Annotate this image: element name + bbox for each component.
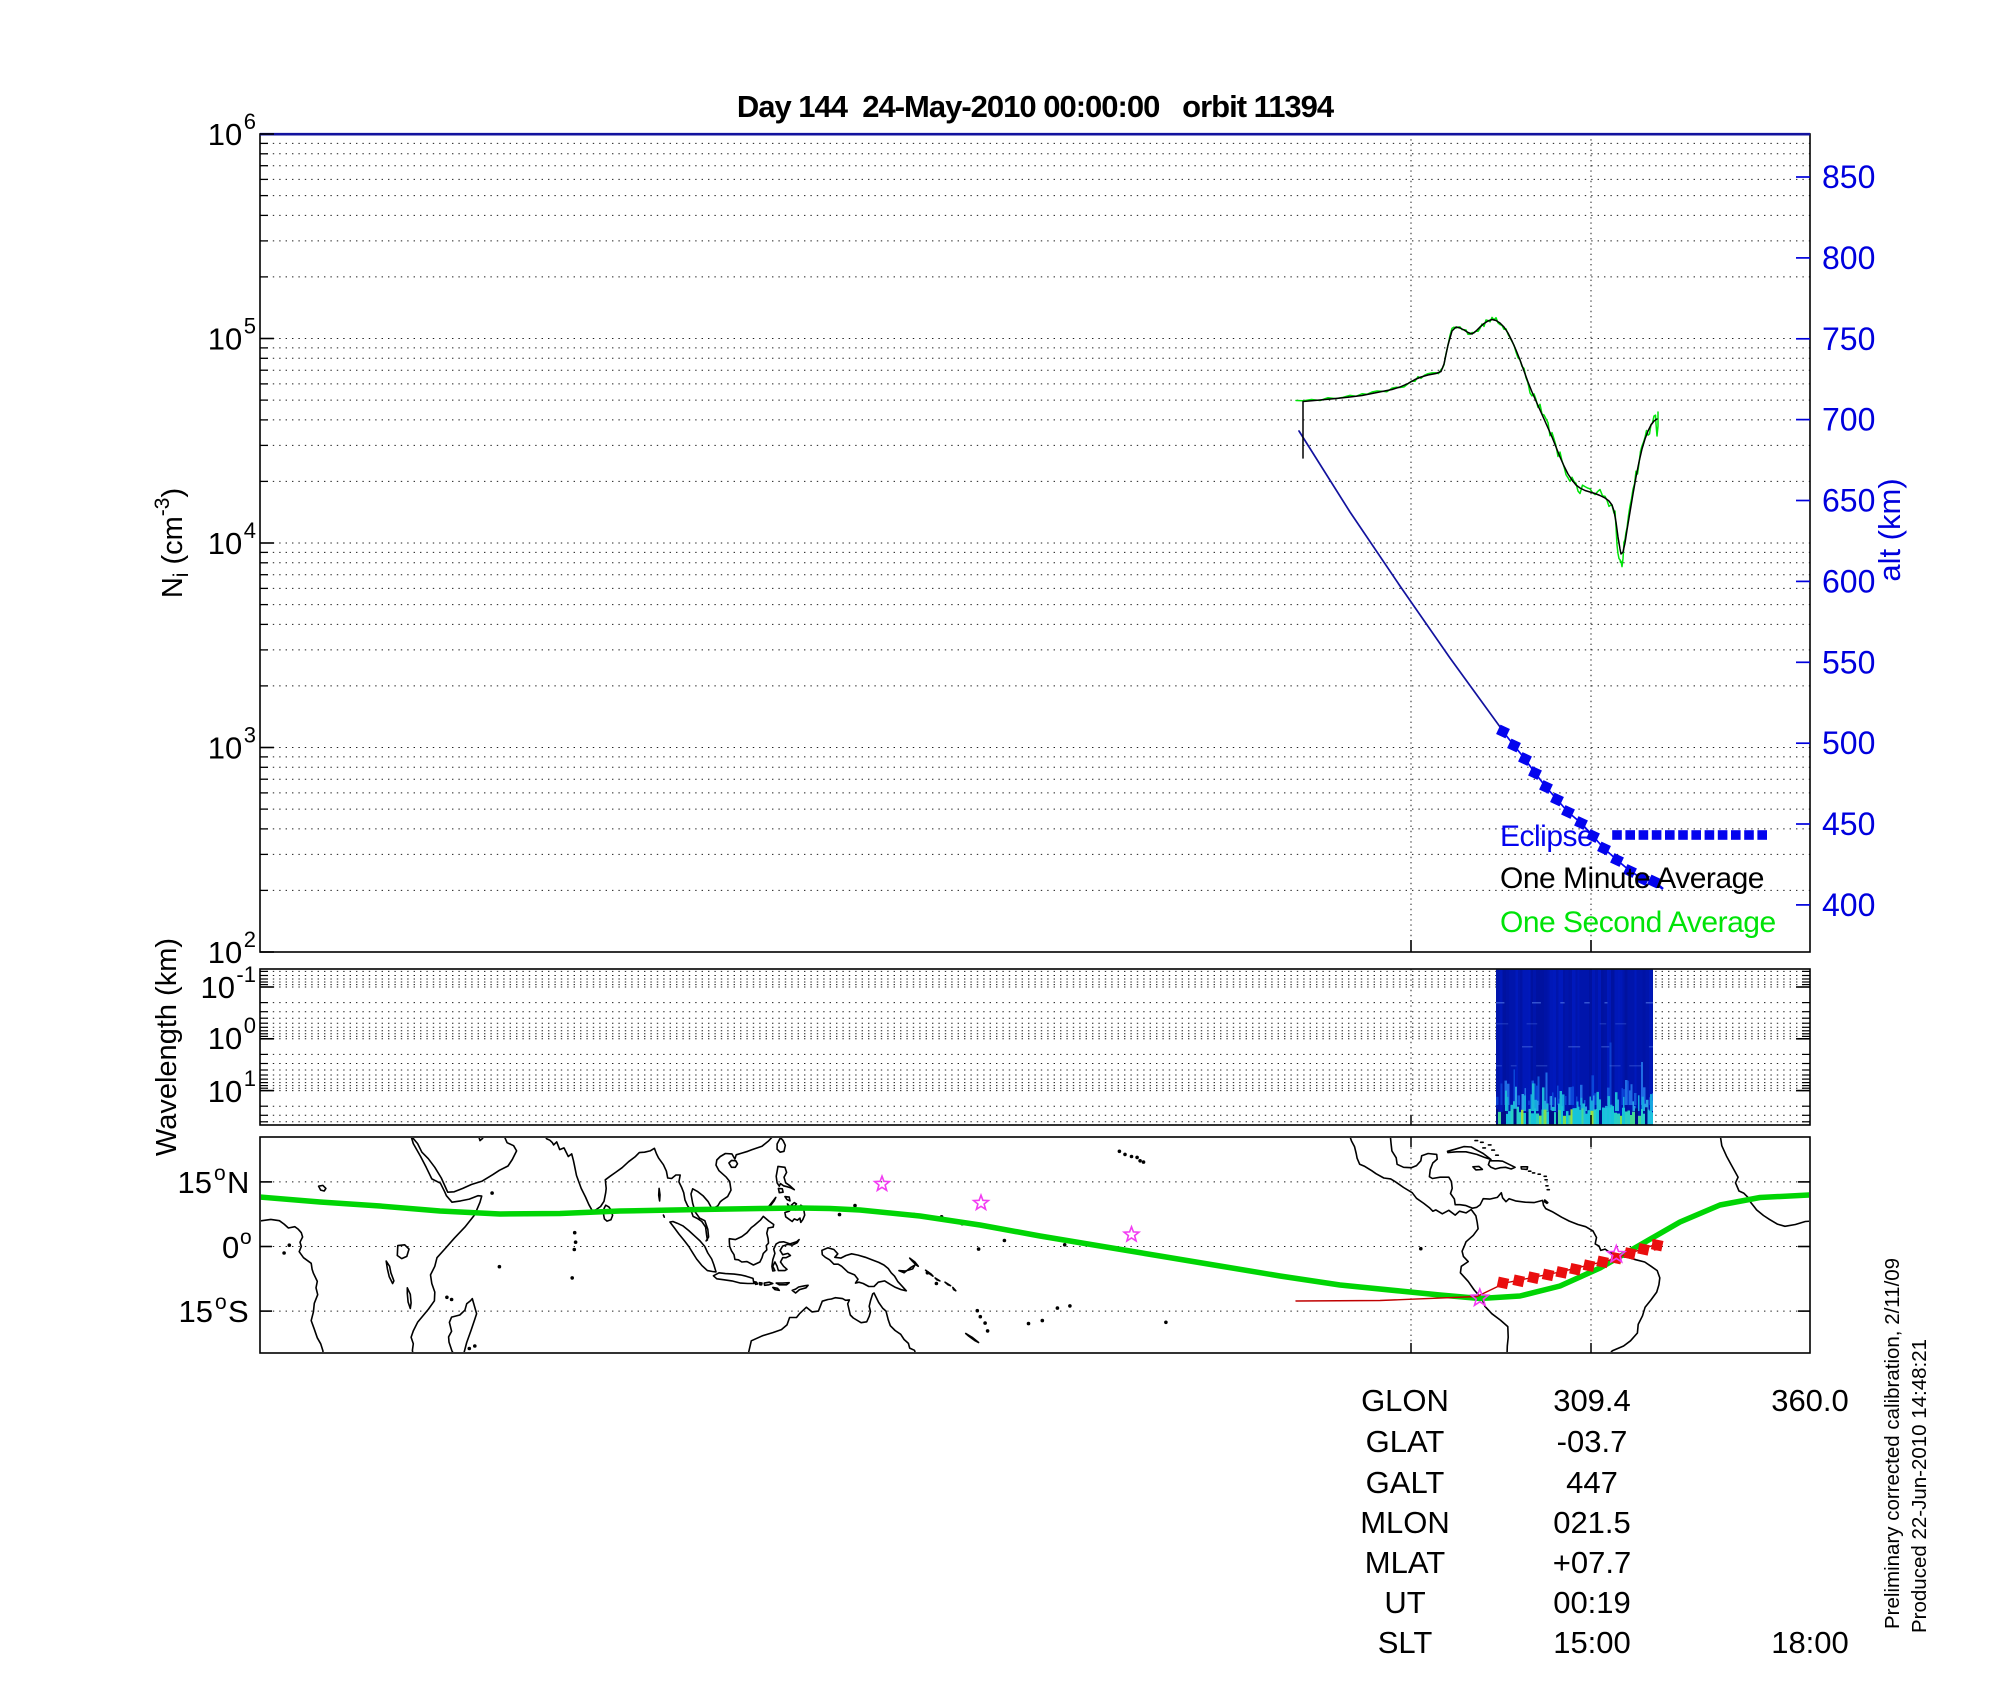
- svg-text:10: 10: [208, 1074, 242, 1109]
- svg-text:MLAT: MLAT: [1365, 1545, 1445, 1580]
- svg-text:450: 450: [1822, 806, 1875, 842]
- svg-text:GLON: GLON: [1361, 1383, 1449, 1418]
- svg-text:One Second Average: One Second Average: [1500, 906, 1776, 939]
- svg-text:800: 800: [1822, 240, 1875, 276]
- svg-text:10: 10: [208, 1021, 242, 1056]
- svg-text:Day 144 24-May-2010 00:00:00: Day 144 24-May-2010 00:00:00 orbit 11394: [737, 89, 1335, 124]
- svg-text:SLT: SLT: [1378, 1625, 1433, 1660]
- svg-text:850: 850: [1822, 159, 1875, 195]
- svg-text:alt (km): alt (km): [1872, 478, 1907, 581]
- svg-text:500: 500: [1822, 725, 1875, 761]
- svg-text:MLON: MLON: [1360, 1505, 1450, 1540]
- svg-text:GLAT: GLAT: [1366, 1424, 1445, 1459]
- svg-text:6: 6: [244, 109, 256, 134]
- svg-text:3: 3: [244, 723, 256, 748]
- svg-text:600: 600: [1822, 563, 1875, 599]
- svg-text:Ni (cm-3): Ni (cm-3): [151, 488, 193, 598]
- svg-text:5: 5: [244, 314, 256, 339]
- svg-text:360.0: 360.0: [1771, 1383, 1849, 1418]
- svg-text:15:00: 15:00: [1553, 1625, 1631, 1660]
- svg-text:10: 10: [208, 322, 242, 357]
- svg-text:oN: oN: [214, 1162, 249, 1200]
- svg-text:550: 550: [1822, 644, 1875, 680]
- svg-text:10: 10: [208, 526, 242, 561]
- svg-text:10: 10: [201, 970, 235, 1005]
- svg-text:2: 2: [244, 927, 256, 952]
- svg-text:400: 400: [1822, 887, 1875, 923]
- svg-text:0o: 0o: [222, 1226, 252, 1265]
- svg-text:650: 650: [1822, 483, 1875, 519]
- svg-text:18:00: 18:00: [1771, 1625, 1849, 1660]
- svg-text:Produced 22-Jun-2010 14:48:21: Produced 22-Jun-2010 14:48:21: [1908, 1339, 1931, 1633]
- svg-text:Eclipse: Eclipse: [1500, 820, 1593, 853]
- svg-text:700: 700: [1822, 402, 1875, 438]
- svg-text:15: 15: [179, 1294, 213, 1329]
- svg-text:021.5: 021.5: [1553, 1505, 1631, 1540]
- svg-text:+07.7: +07.7: [1553, 1545, 1631, 1580]
- svg-text:309.4: 309.4: [1553, 1383, 1631, 1418]
- svg-text:GALT: GALT: [1366, 1465, 1445, 1500]
- svg-text:-03.7: -03.7: [1557, 1424, 1628, 1459]
- svg-text:15: 15: [178, 1165, 212, 1200]
- svg-text:UT: UT: [1384, 1585, 1425, 1620]
- svg-text:4: 4: [244, 518, 256, 543]
- svg-text:One Minute Average: One Minute Average: [1500, 862, 1764, 895]
- svg-text:00:19: 00:19: [1553, 1585, 1631, 1620]
- svg-text:-1: -1: [236, 962, 256, 987]
- svg-text:oS: oS: [215, 1291, 249, 1329]
- svg-text:10: 10: [208, 117, 242, 152]
- svg-text:1: 1: [244, 1066, 256, 1091]
- svg-text:447: 447: [1566, 1465, 1618, 1500]
- svg-text:750: 750: [1822, 321, 1875, 357]
- svg-text:0: 0: [244, 1013, 256, 1038]
- svg-text:Wavelength (km): Wavelength (km): [151, 938, 183, 1156]
- svg-text:10: 10: [208, 935, 242, 970]
- svg-text:Preliminary corrected calibrat: Preliminary corrected calibration, 2/11/…: [1881, 1258, 1904, 1629]
- svg-text:10: 10: [208, 731, 242, 766]
